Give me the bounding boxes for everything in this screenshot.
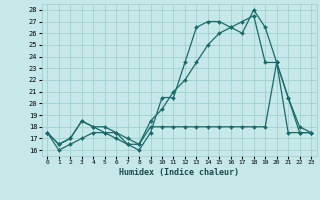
X-axis label: Humidex (Indice chaleur): Humidex (Indice chaleur) xyxy=(119,168,239,177)
